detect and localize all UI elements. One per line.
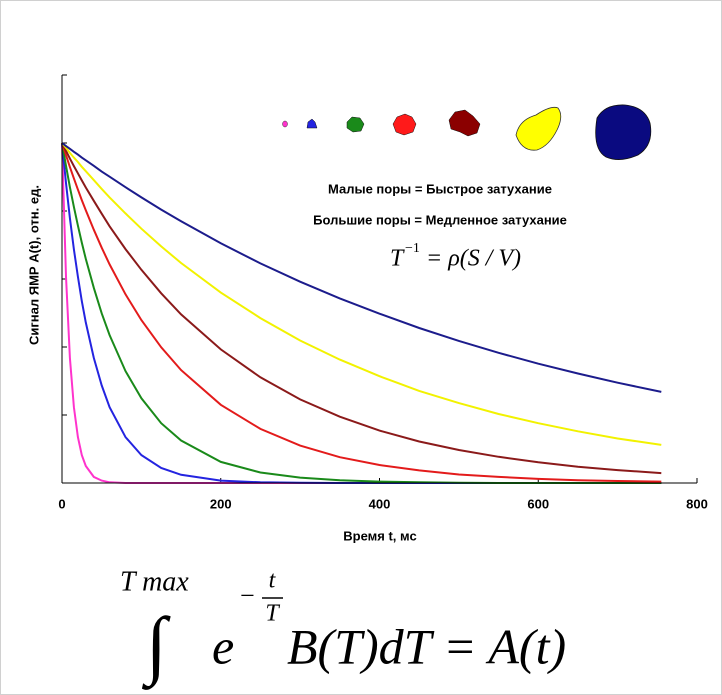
pore <box>515 106 562 151</box>
exp-denominator: T <box>265 601 280 627</box>
formula-rest: B(T)dT = A(t) <box>287 618 566 674</box>
pore <box>392 113 417 136</box>
pore <box>346 116 365 133</box>
pore-shapes <box>282 104 652 160</box>
x-tick-label: 800 <box>686 496 708 511</box>
relation-exponent: −1 <box>405 241 420 256</box>
y-axis-label: Сигнал ЯМР A(t), отн. ед. <box>26 185 41 345</box>
x-tick-label: 600 <box>527 496 549 511</box>
x-tick-label: 0 <box>58 496 65 511</box>
upper-limit: T max <box>120 566 189 597</box>
exp-minus: − <box>240 581 255 610</box>
series-line <box>61 142 662 393</box>
pore <box>448 109 481 137</box>
integral-sign: ∫ <box>142 602 171 690</box>
relation-rhs: = ρ(S / V) <box>426 246 521 272</box>
annotation: Малые поры = Быстрое затухание <box>328 181 552 196</box>
exp-numerator: t <box>269 568 277 594</box>
pore <box>595 104 652 160</box>
annotation: Большие поры = Медленное затухание <box>313 212 567 227</box>
x-tick-label: 200 <box>210 496 232 511</box>
series-line <box>61 142 662 446</box>
x-tick-label: 400 <box>369 496 391 511</box>
series-line <box>61 142 662 475</box>
exp-base: e <box>212 618 234 674</box>
pore <box>306 118 318 129</box>
x-axis-label: Время t, мс <box>343 528 416 543</box>
pore <box>282 120 288 128</box>
series-line <box>61 142 662 483</box>
relation-base: T <box>390 246 405 272</box>
